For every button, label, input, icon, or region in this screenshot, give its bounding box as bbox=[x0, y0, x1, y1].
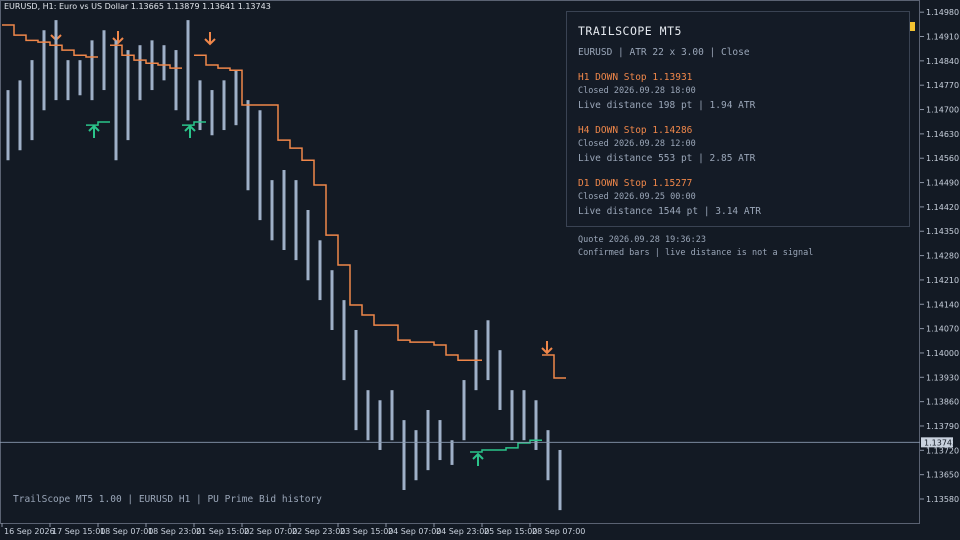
y-tick-label: 1.13720 bbox=[926, 446, 959, 455]
x-tick-label: 25 Sep 15:00 bbox=[484, 527, 537, 536]
quote-time: Quote 2026.09.28 19:36:23 bbox=[578, 235, 706, 245]
x-tick-label: 18 Sep 07:00 bbox=[100, 527, 153, 536]
y-tick-label: 1.14280 bbox=[926, 252, 959, 261]
plot-frame bbox=[0, 0, 920, 524]
x-tick-label: 18 Sep 23:00 bbox=[148, 527, 201, 536]
block-head: H4 DOWN Stop 1.14286 bbox=[578, 125, 693, 136]
last-price-box bbox=[921, 437, 953, 448]
footer: TrailScope MT5 1.00 | EURUSD H1 | PU Pri… bbox=[13, 494, 322, 505]
y-tick-label: 1.14070 bbox=[926, 325, 959, 334]
indicator-flag bbox=[910, 22, 915, 31]
block-distance: Live distance 198 pt | 1.94 ATR bbox=[578, 100, 756, 111]
y-tick-label: 1.14420 bbox=[926, 203, 959, 212]
x-tick-label: 28 Sep 07:00 bbox=[532, 527, 585, 536]
y-tick-label: 1.14140 bbox=[926, 300, 959, 309]
block-closed: Closed 2026.09.25 00:00 bbox=[578, 192, 696, 202]
stop-line-down bbox=[2, 24, 566, 379]
y-tick-label: 1.14840 bbox=[926, 57, 959, 66]
block-distance: Live distance 1544 pt | 3.14 ATR bbox=[578, 206, 762, 217]
y-tick-label: 1.14000 bbox=[926, 349, 959, 358]
panel-note: Confirmed bars | live distance is not a … bbox=[578, 248, 814, 258]
y-tick-label: 1.14560 bbox=[926, 154, 959, 163]
y-tick-label: 1.14910 bbox=[926, 33, 959, 42]
x-tick-label: 24 Sep 23:00 bbox=[436, 527, 489, 536]
block-head: D1 DOWN Stop 1.15277 bbox=[578, 178, 693, 189]
panel-subtitle: EURUSD | ATR 22 x 3.00 | Close bbox=[578, 47, 750, 58]
x-tick-label: 16 Sep 2026 bbox=[4, 527, 55, 536]
y-tick-label: 1.14350 bbox=[926, 227, 959, 236]
block-distance: Live distance 553 pt | 2.85 ATR bbox=[578, 153, 756, 164]
last-price-label: 1.13743 bbox=[924, 438, 957, 447]
x-tick-label: 21 Sep 15:00 bbox=[196, 527, 249, 536]
block-head: H1 DOWN Stop 1.13931 bbox=[578, 72, 693, 83]
y-tick-label: 1.13580 bbox=[926, 495, 959, 504]
y-tick-label: 1.13930 bbox=[926, 373, 959, 382]
y-tick-label: 1.14490 bbox=[926, 179, 959, 188]
symbol-header: EURUSD, H1: Euro vs US Dollar 1.13665 1.… bbox=[4, 2, 271, 11]
y-tick-label: 1.13790 bbox=[926, 422, 959, 431]
y-tick-label: 1.14700 bbox=[926, 106, 959, 115]
info-panel: TRAILSCOPE MT5 EURUSD | ATR 22 x 3.00 | … bbox=[566, 11, 910, 258]
block-closed: Closed 2026.09.28 18:00 bbox=[578, 86, 696, 96]
y-tick-label: 1.14630 bbox=[926, 130, 959, 139]
x-tick-label: 22 Sep 07:00 bbox=[244, 527, 297, 536]
panel-title: TRAILSCOPE MT5 bbox=[578, 24, 682, 38]
x-tick-label: 23 Sep 15:00 bbox=[340, 527, 393, 536]
x-tick-label: 24 Sep 07:00 bbox=[388, 527, 441, 536]
y-tick-label: 1.13650 bbox=[926, 471, 959, 480]
y-tick-label: 1.14980 bbox=[926, 8, 959, 17]
block-closed: Closed 2026.09.28 12:00 bbox=[578, 139, 696, 149]
x-tick-label: 17 Sep 15:00 bbox=[52, 527, 105, 536]
x-tick-label: 22 Sep 23:00 bbox=[292, 527, 345, 536]
down-arrows bbox=[50, 28, 553, 355]
y-tick-label: 1.13860 bbox=[926, 398, 959, 407]
up-arrows bbox=[88, 124, 484, 466]
y-tick-label: 1.14770 bbox=[926, 81, 959, 90]
y-tick-label: 1.14210 bbox=[926, 276, 959, 285]
